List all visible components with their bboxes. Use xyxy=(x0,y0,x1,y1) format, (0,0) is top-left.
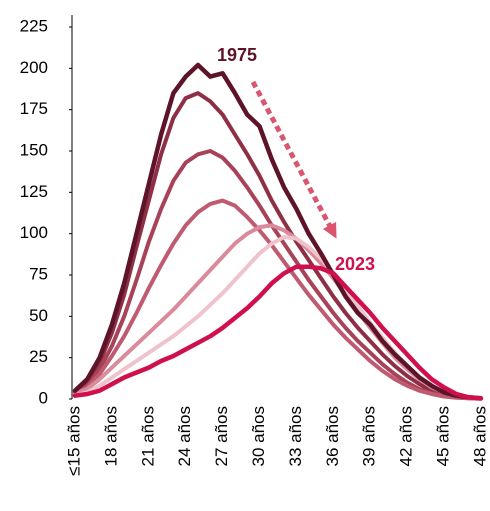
y-tick-label: 225 xyxy=(20,16,48,35)
y-tick-label: 25 xyxy=(29,347,48,366)
y-tick-label: 0 xyxy=(39,388,48,407)
series-label: 1975 xyxy=(217,45,257,65)
x-tick-label: 21 años xyxy=(138,406,157,467)
y-tick-label: 100 xyxy=(20,223,48,242)
x-tick-label: 36 años xyxy=(323,406,342,467)
series-line xyxy=(73,91,483,401)
x-tick-label: 42 años xyxy=(397,406,416,467)
y-tick-label: 175 xyxy=(20,99,48,118)
y-tick-label: 200 xyxy=(20,58,48,77)
x-tick-label: 45 años xyxy=(433,406,452,467)
y-tick-label: 150 xyxy=(20,140,48,159)
x-tick-label: 18 años xyxy=(101,406,120,467)
series-label: 2023 xyxy=(335,254,375,274)
x-tick-label: 27 años xyxy=(212,406,231,467)
y-tick-label: 75 xyxy=(29,264,48,283)
x-tick-label: 30 años xyxy=(249,406,268,467)
y-tick-label: 125 xyxy=(20,182,48,201)
y-tick-label: 50 xyxy=(29,306,48,325)
series-line xyxy=(73,198,483,401)
trend-arrow xyxy=(250,80,337,239)
series-line xyxy=(73,149,483,401)
x-tick-label: 39 años xyxy=(360,406,379,467)
x-tick-label: 48 años xyxy=(470,406,489,467)
x-tick-label: ≤15 años xyxy=(64,406,83,476)
series-line xyxy=(72,62,484,401)
x-tick-label: 33 años xyxy=(286,406,305,467)
series-line xyxy=(72,264,484,401)
x-tick-label: 24 años xyxy=(175,406,194,467)
